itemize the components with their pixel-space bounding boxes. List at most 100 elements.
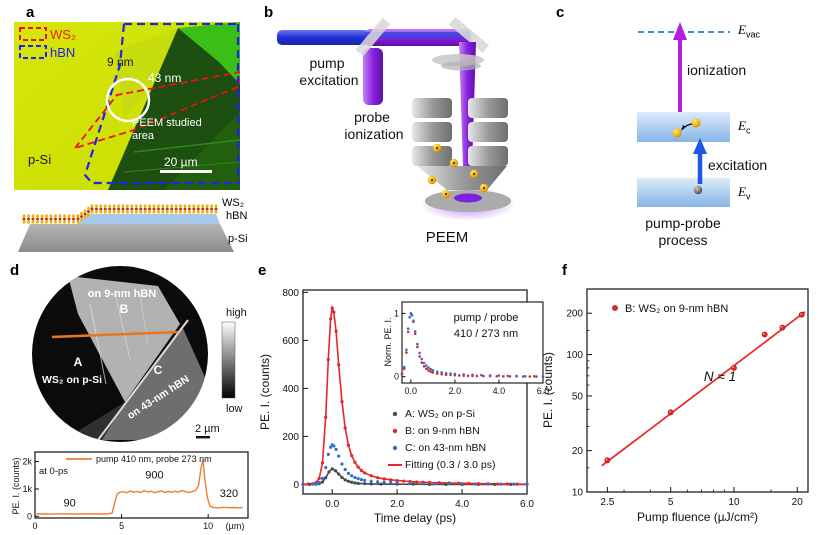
x-tick-label: 5	[119, 521, 124, 531]
fit-line	[601, 311, 806, 467]
panel-b-setup: pump excitation probe ionization PEEM	[262, 8, 517, 265]
electron	[691, 118, 701, 128]
valence-band	[637, 178, 730, 207]
thickness-9nm-label: 9 nm	[107, 55, 134, 69]
flake-boundary	[97, 319, 189, 441]
inset-y-axis-label: Norm. PE. I.	[383, 317, 393, 366]
value-annotation: 90	[64, 497, 76, 509]
probe-label-1: probe	[354, 109, 390, 125]
x-tick-label: 20	[792, 497, 804, 508]
panel-a-micrograph: WS₂ hBN 9 nm 43 nm PEEM studied area p-S…	[14, 22, 241, 195]
panel-letter-a: a	[26, 4, 35, 21]
panel-d-peem-image: on 9-nm hBN B A WS₂ on p-Si C on 43-nm h…	[10, 264, 250, 451]
y-tick-label: 600	[282, 336, 299, 347]
legend-label: Fitting (0.3 / 3.0 ps)	[405, 459, 495, 471]
y-tick-label: 800	[282, 288, 299, 299]
photoelectrons	[427, 143, 489, 199]
exponent-annotation: N ≈ 1	[704, 369, 736, 384]
inset-x-tick-label: 0.0	[405, 386, 418, 396]
panel-a-cross-section: WS₂ hBN p-Si	[14, 190, 254, 261]
inset-x-tick-label: 2.0	[449, 386, 462, 396]
excitation-arrowhead	[693, 138, 707, 154]
plot-frame	[34, 451, 249, 519]
psi-layer	[18, 224, 234, 252]
thickness-43nm-label: 43 nm	[148, 71, 181, 85]
caption-label-1: pump-probe	[645, 215, 721, 231]
legend-marker	[392, 411, 398, 417]
panel-letter-b: b	[264, 4, 274, 21]
x-axis-label: Time delay (ps)	[374, 511, 456, 525]
y-tick-label: 400	[282, 384, 299, 395]
y-tick-label: 200	[566, 309, 583, 320]
inset-title-2: 410 / 273 nm	[454, 328, 518, 340]
region-c-label: C	[154, 363, 163, 377]
studied-area-circle	[105, 77, 151, 123]
scattering-arrowhead	[681, 125, 686, 131]
dark-wedge	[70, 402, 125, 440]
thin-hbn-region	[114, 28, 178, 117]
y-axis-label: PE. I. (counts)	[258, 354, 272, 430]
y-tick-label: 10	[572, 488, 584, 499]
y-tick-label: 200	[282, 432, 299, 443]
x-tick-label: 0.0	[325, 499, 339, 510]
value-annotation: 320	[220, 488, 238, 500]
peem-area-label-1: PEEM studied	[132, 117, 202, 129]
texture-streak	[114, 291, 131, 360]
x-tick-label: 2.0	[390, 499, 404, 510]
probe-label-2: ionization	[344, 126, 403, 142]
y-tick-label: 100	[566, 350, 583, 361]
substrate-label: p-Si	[28, 152, 51, 167]
inset-series-dots	[400, 312, 545, 378]
panel-letter-e: e	[258, 262, 267, 279]
combined-beam-blue	[365, 32, 471, 38]
stack-psi-label: p-Si	[228, 233, 248, 245]
series-line	[303, 467, 527, 486]
panel-e-decay-chart: 0 200 400 600 800 0.0 2.0 4.0 6.0 Time delay (ps)…	[255, 265, 555, 535]
region-b-caption: on 9-nm hBN	[88, 288, 156, 300]
peem-area-label-2: area	[132, 130, 155, 142]
ws2-atomic-layer	[22, 204, 218, 224]
hole	[693, 185, 703, 195]
peem-label: PEEM	[426, 229, 469, 246]
y-tick-label: 0	[27, 511, 32, 521]
flake-edge-line	[123, 161, 241, 173]
colorbar	[221, 321, 236, 399]
y-axis-label: PE. I. (counts)	[541, 352, 555, 428]
y-tick-label: 0	[293, 480, 299, 491]
region-c-area	[102, 326, 208, 440]
peem-field-of-view: on 9-nm hBN B A WS₂ on p-Si C on 43-nm h…	[32, 266, 208, 442]
profile-line	[34, 459, 243, 515]
probe-beam	[363, 48, 383, 105]
ws2-legend-swatch	[19, 27, 47, 41]
plot-frame	[302, 289, 528, 495]
panel-letter-d: d	[10, 262, 20, 279]
plot-frame	[586, 288, 809, 493]
colorbar-high-label: high	[226, 307, 247, 319]
x-tick-label: 6.0	[520, 499, 534, 510]
inset-x-tick-label: 6.0	[537, 386, 550, 396]
x-tick-label: 5	[668, 497, 674, 508]
x-tick-label: 4.0	[455, 499, 469, 510]
region-a-caption: WS₂ on p-Si	[42, 374, 102, 386]
series-dots	[604, 311, 805, 464]
scalebar-line	[160, 170, 212, 173]
pump-label-2: excitation	[299, 72, 358, 88]
region-b-area	[68, 276, 180, 402]
panel-d-profile-chart: 0 1k 2k 0 5 10 (µm) PE. I. (counts) pump 410 nm,…	[8, 448, 256, 535]
ionization-arrowhead	[673, 22, 687, 40]
evac-label: Evac	[738, 22, 760, 40]
line-profile-marker	[51, 330, 179, 339]
stack-ws2-label: WS₂	[222, 197, 244, 209]
texture-streak	[139, 293, 149, 345]
lens	[441, 61, 481, 71]
inset-y-tick-label: 1	[394, 308, 399, 318]
inset-y-tick-label: 0	[394, 372, 399, 382]
ws2-legend-label: WS₂	[50, 27, 76, 42]
hbn-legend-label: hBN	[50, 45, 75, 60]
pump-beam	[277, 30, 369, 45]
colorbar-low-label: low	[226, 403, 243, 415]
scalebar-label: 2 µm	[195, 423, 220, 435]
region-b-label: B	[120, 302, 129, 316]
y-tick-label: 1k	[22, 484, 32, 494]
